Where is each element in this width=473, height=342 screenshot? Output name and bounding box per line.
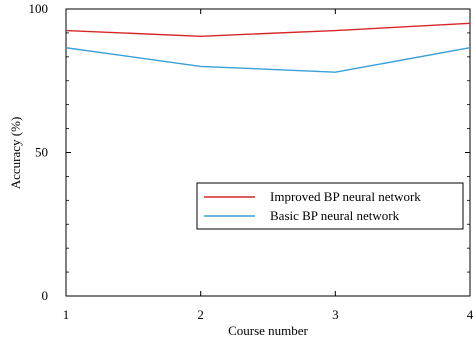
y-axis-label: Accuracy (%): [8, 117, 23, 190]
x-tick-labels: 1 2 3 4: [63, 307, 473, 322]
x-tick-label: 2: [197, 307, 204, 322]
y-tick-label: 50: [35, 145, 48, 160]
legend-label-improved: Improved BP neural network: [270, 189, 421, 204]
legend: Improved BP neural network Basic BP neur…: [196, 182, 464, 230]
legend-box: [196, 182, 464, 230]
y-tick-label: 100: [29, 1, 49, 16]
x-tick-label: 3: [332, 307, 339, 322]
x-tick-label: 1: [63, 307, 70, 322]
x-tick-label: 4: [467, 307, 473, 322]
series-line-improved: [65, 22, 471, 37]
series-line-basic: [65, 47, 471, 73]
x-axis-label: Course number: [228, 323, 308, 338]
plot-area-border: [65, 8, 471, 297]
y-tick-labels: 0 50 100: [29, 1, 49, 303]
y-tick-label: 0: [42, 288, 49, 303]
legend-label-basic: Basic BP neural network: [270, 208, 400, 223]
series-layer: [65, 22, 471, 73]
plot-frame: [65, 8, 471, 297]
y-minor-ticks: [66, 32, 470, 273]
